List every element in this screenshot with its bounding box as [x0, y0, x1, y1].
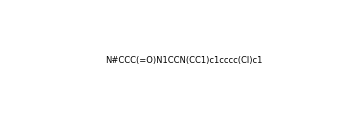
Text: N#CCC(=O)N1CCN(CC1)c1cccc(Cl)c1: N#CCC(=O)N1CCN(CC1)c1cccc(Cl)c1 [105, 56, 262, 65]
